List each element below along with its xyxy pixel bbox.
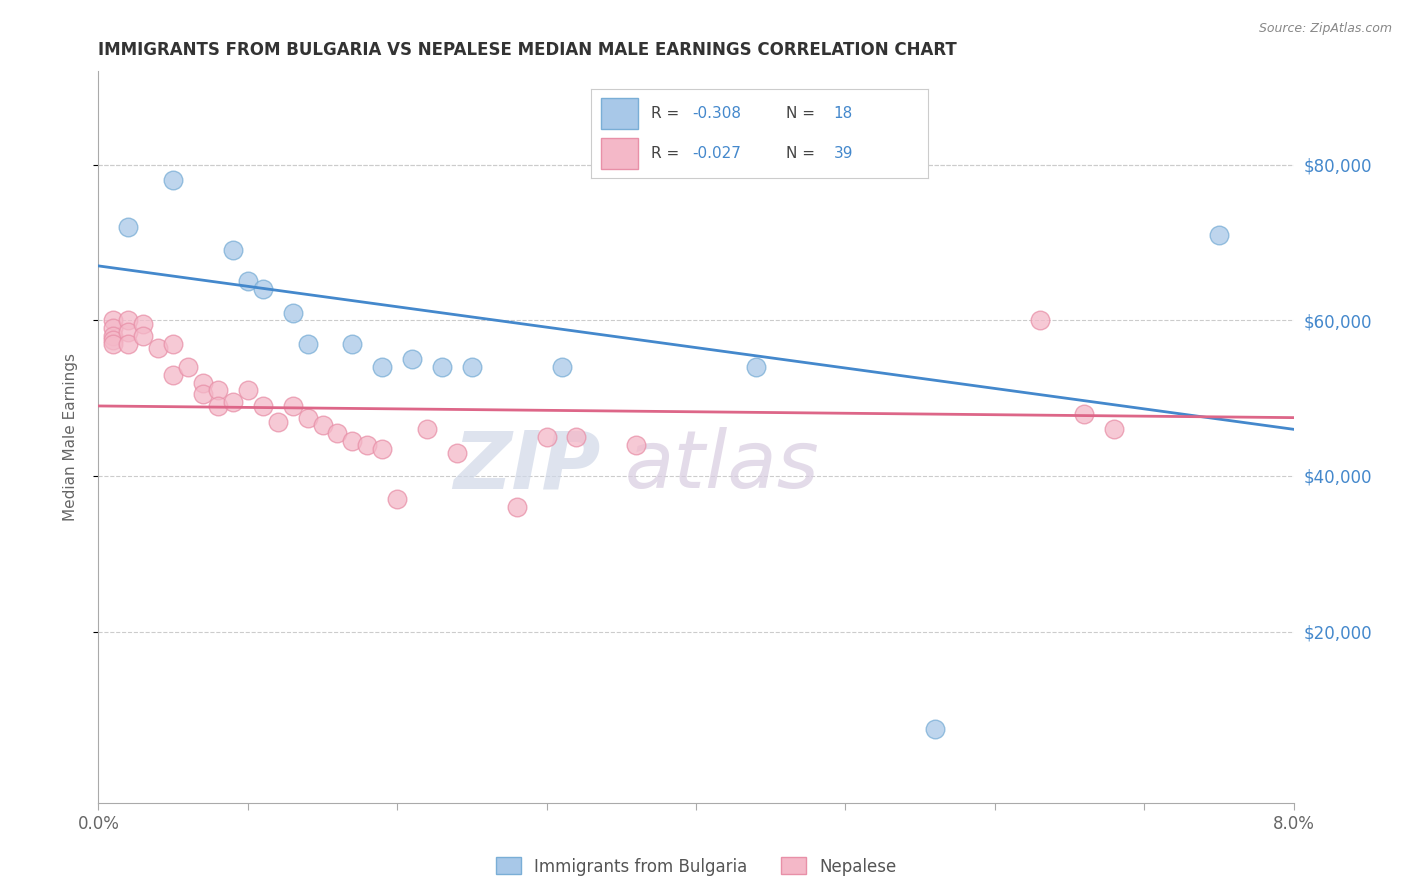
Point — [506, 500, 529, 515]
Point — [117, 325, 139, 339]
Point — [342, 434, 364, 448]
Text: -0.308: -0.308 — [692, 106, 741, 120]
Point — [207, 384, 229, 398]
Point — [624, 438, 647, 452]
Point — [222, 244, 245, 258]
Text: -0.027: -0.027 — [692, 146, 741, 161]
FancyBboxPatch shape — [600, 98, 638, 129]
Point — [177, 359, 200, 374]
Legend: Immigrants from Bulgaria, Nepalese: Immigrants from Bulgaria, Nepalese — [489, 851, 903, 882]
Text: 18: 18 — [834, 106, 852, 120]
Point — [371, 442, 394, 456]
Point — [297, 410, 319, 425]
Point — [1073, 407, 1095, 421]
Point — [385, 492, 409, 507]
Point — [103, 321, 125, 335]
Point — [191, 376, 214, 390]
Point — [311, 418, 333, 433]
Point — [356, 438, 378, 452]
Point — [430, 359, 453, 374]
Point — [132, 318, 155, 332]
Point — [924, 722, 946, 736]
Point — [207, 399, 229, 413]
Point — [550, 359, 572, 374]
Text: atlas: atlas — [624, 427, 820, 506]
Point — [416, 422, 439, 436]
Text: N =: N = — [786, 106, 820, 120]
Point — [281, 399, 304, 413]
Point — [371, 359, 394, 374]
Point — [117, 313, 139, 327]
Point — [267, 415, 290, 429]
Point — [1102, 422, 1125, 436]
Text: IMMIGRANTS FROM BULGARIA VS NEPALESE MEDIAN MALE EARNINGS CORRELATION CHART: IMMIGRANTS FROM BULGARIA VS NEPALESE MED… — [98, 41, 957, 59]
Point — [252, 282, 274, 296]
Point — [103, 329, 125, 343]
Point — [446, 445, 468, 459]
Point — [565, 430, 588, 444]
Point — [236, 275, 259, 289]
Point — [536, 430, 558, 444]
Point — [326, 426, 349, 441]
Point — [281, 305, 304, 319]
Point — [162, 336, 184, 351]
Point — [117, 219, 139, 234]
Text: ZIP: ZIP — [453, 427, 600, 506]
Point — [236, 384, 259, 398]
Point — [103, 336, 125, 351]
Point — [252, 399, 274, 413]
Text: 39: 39 — [834, 146, 853, 161]
Point — [1028, 313, 1050, 327]
Text: R =: R = — [651, 146, 685, 161]
Point — [132, 329, 155, 343]
FancyBboxPatch shape — [600, 138, 638, 169]
Text: Source: ZipAtlas.com: Source: ZipAtlas.com — [1258, 22, 1392, 36]
Text: N =: N = — [786, 146, 820, 161]
Text: R =: R = — [651, 106, 685, 120]
Point — [1208, 227, 1230, 242]
Point — [103, 333, 125, 347]
Point — [342, 336, 364, 351]
Point — [401, 352, 423, 367]
Point — [222, 395, 245, 409]
Y-axis label: Median Male Earnings: Median Male Earnings — [63, 353, 77, 521]
Point — [162, 368, 184, 382]
Point — [148, 341, 170, 355]
Point — [162, 173, 184, 187]
Point — [461, 359, 484, 374]
Point — [745, 359, 768, 374]
Point — [117, 336, 139, 351]
Point — [297, 336, 319, 351]
Point — [103, 313, 125, 327]
Point — [191, 387, 214, 401]
